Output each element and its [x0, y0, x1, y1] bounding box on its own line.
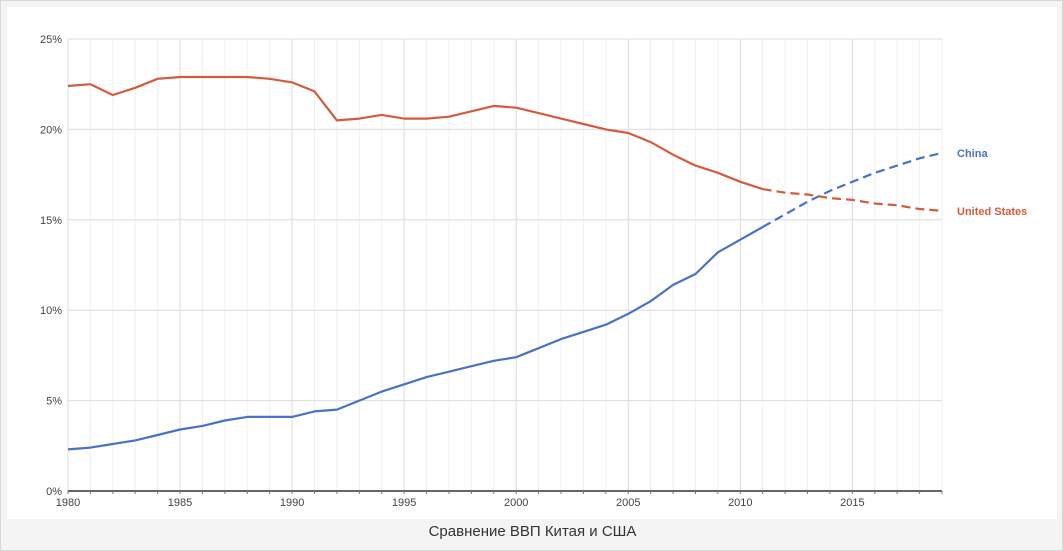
- y-tick-label: 20%: [40, 124, 62, 136]
- china-series-label: China: [957, 148, 988, 160]
- y-tick-label: 15%: [40, 215, 62, 227]
- x-tick-label: 2010: [728, 497, 752, 509]
- y-tick-label: 0%: [46, 486, 62, 498]
- y-tick-label: 25%: [40, 34, 62, 46]
- chart-panel: 0% 5% 10% 15% 20% 25% 1980 1985 1990 1995 2000 2005…: [7, 7, 1057, 519]
- y-tick-label: 5%: [46, 396, 62, 408]
- x-tick-label: 2015: [840, 497, 864, 509]
- figure-caption: Сравнение ВВП Китая и США: [428, 523, 637, 540]
- line-chart: 0% 5% 10% 15% 20% 25% 1980 1985 1990 1995 2000 2005…: [40, 34, 1027, 509]
- united-states-projection-line: [762, 188, 943, 212]
- united-states-series-label: United States: [957, 206, 1027, 218]
- x-tick-label: 1985: [168, 497, 192, 509]
- united-states-line: [67, 75, 764, 191]
- x-tick-label: 2000: [504, 497, 528, 509]
- china-projection-line: [762, 151, 943, 228]
- x-tick-label: 1990: [280, 497, 304, 509]
- x-tick-label: 1980: [56, 497, 80, 509]
- china-line: [67, 226, 764, 451]
- x-tick-label: 2005: [616, 497, 640, 509]
- x-tick-label: 1995: [392, 497, 416, 509]
- y-tick-label: 10%: [40, 305, 62, 317]
